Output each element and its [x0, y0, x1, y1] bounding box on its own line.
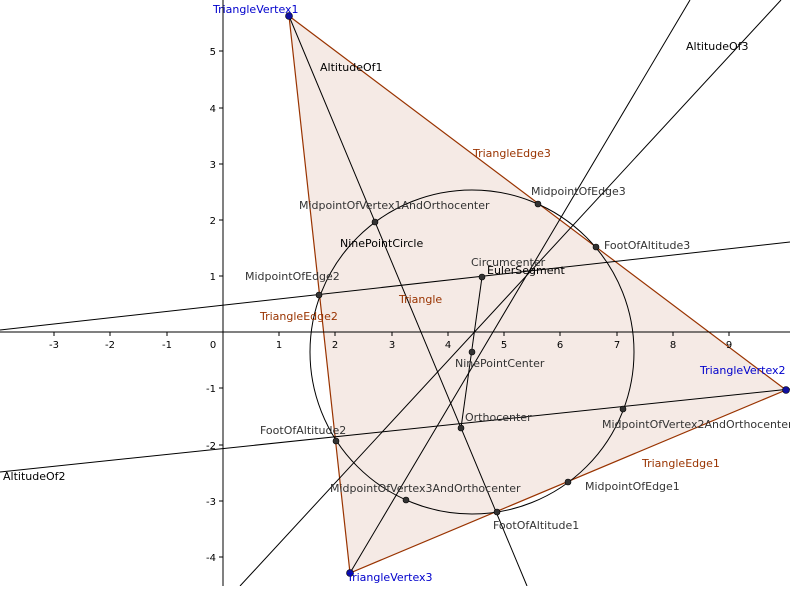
triangle-label: Triangle: [398, 293, 442, 306]
y-tick-label: 4: [210, 104, 216, 115]
y-tick-labels: 5 4 3 2 1 -1 -2 -3 -4: [206, 47, 216, 564]
orthocenter-point[interactable]: [457, 424, 465, 432]
y-tick-label: -1: [206, 384, 216, 395]
x-tick-label: -3: [49, 340, 59, 351]
vertex-3-label: TriangleVertex3: [346, 571, 433, 584]
midpoint-v1-ortho-label: MidpointOfVertex1AndOrthocenter: [299, 199, 490, 212]
midpoint-edge2-point[interactable]: [315, 291, 323, 299]
midpoint-edge3-point[interactable]: [534, 200, 542, 208]
x-tick-label: -2: [105, 340, 115, 351]
x-tick-label: 8: [670, 340, 676, 351]
midpoint-v3-ortho-point[interactable]: [402, 496, 410, 504]
altitude1-label: AltitudeOf1: [320, 61, 383, 74]
vertex-2-point[interactable]: [782, 386, 790, 394]
altitude-line-2[interactable]: [0, 388, 790, 473]
midpoint-v3-ortho-label: MidpointOfVertex3AndOrthocenter: [330, 482, 521, 495]
vertex-3-point[interactable]: [346, 569, 354, 577]
foot-altitude3-label: FootOfAltitude3: [604, 239, 690, 252]
foot-altitude2-point[interactable]: [332, 437, 340, 445]
edge1-label: TriangleEdge1: [641, 457, 720, 470]
vertex-2-label: TriangleVertex2: [699, 364, 786, 377]
foot-altitude1-label: FootOfAltitude1: [493, 519, 579, 532]
x-tick-label: -1: [162, 340, 172, 351]
midpoint-edge3-label: MidpointOfEdge3: [531, 185, 626, 198]
euler-segment-label: EulerSegment: [487, 264, 565, 277]
edge3-label: TriangleEdge3: [472, 147, 551, 160]
altitude2-label: AltitudeOf2: [3, 470, 66, 483]
x-tick-label: 7: [614, 340, 620, 351]
circumcenter-label: Circumcenter: [471, 256, 546, 269]
x-tick-label: 2: [332, 340, 338, 351]
x-tick-labels: -3 -2 -1 0 1 2 3 4 5 6 7 8 9: [49, 340, 732, 351]
midpoint-edge1-label: MidpointOfEdge1: [585, 480, 680, 493]
x-tick-label: 0: [210, 340, 216, 351]
midpoint-v2-ortho-point[interactable]: [619, 405, 627, 413]
y-tick-label: -3: [206, 497, 216, 508]
midpoint-edge2-label: MidpointOfEdge2: [245, 270, 340, 283]
midpoint-edge1-point[interactable]: [564, 478, 572, 486]
nine-point-circle[interactable]: [309, 189, 635, 515]
altitude-line-1[interactable]: [288, 15, 528, 587]
edge2-label: TriangleEdge2: [259, 310, 338, 323]
extended-line[interactable]: [0, 241, 790, 331]
orthocenter-label: Orthocenter: [465, 411, 532, 424]
vertex-1-point[interactable]: [285, 12, 293, 20]
nine-point-center-point[interactable]: [468, 348, 476, 356]
x-tick-label: 6: [557, 340, 563, 351]
x-tick-label: 3: [389, 340, 395, 351]
x-tick-marks: [53, 332, 730, 336]
y-tick-label: 2: [210, 216, 216, 227]
midpoint-v2-ortho-label: MidpointOfVertex2AndOrthocenter: [602, 418, 790, 431]
extended-line-2[interactable]: [349, 0, 691, 574]
vertex-1-label: TriangleVertex1: [212, 3, 299, 16]
x-tick-label: 5: [501, 340, 507, 351]
midpoint-v1-ortho-point[interactable]: [371, 218, 379, 226]
foot-altitude3-point[interactable]: [592, 243, 600, 251]
circumcenter-point[interactable]: [478, 273, 486, 281]
y-tick-label: 3: [210, 160, 216, 171]
y-tick-marks: [219, 50, 223, 558]
altitude3-label: AltitudeOf3: [686, 40, 749, 53]
y-tick-label: -2: [206, 441, 216, 452]
x-tick-label: 9: [726, 340, 732, 351]
foot-altitude2-label: FootOfAltitude2: [260, 424, 346, 437]
nine-point-circle-label: NinePointCircle: [340, 237, 423, 250]
x-tick-label: 4: [445, 340, 451, 351]
y-tick-label: 5: [210, 47, 216, 58]
foot-altitude1-point[interactable]: [493, 508, 501, 516]
nine-point-center-label: NinePointCenter: [455, 357, 545, 370]
y-tick-label: -4: [206, 553, 216, 564]
altitude-line-3[interactable]: [239, 0, 782, 587]
x-tick-label: 1: [276, 340, 282, 351]
y-tick-label: 1: [210, 272, 216, 283]
